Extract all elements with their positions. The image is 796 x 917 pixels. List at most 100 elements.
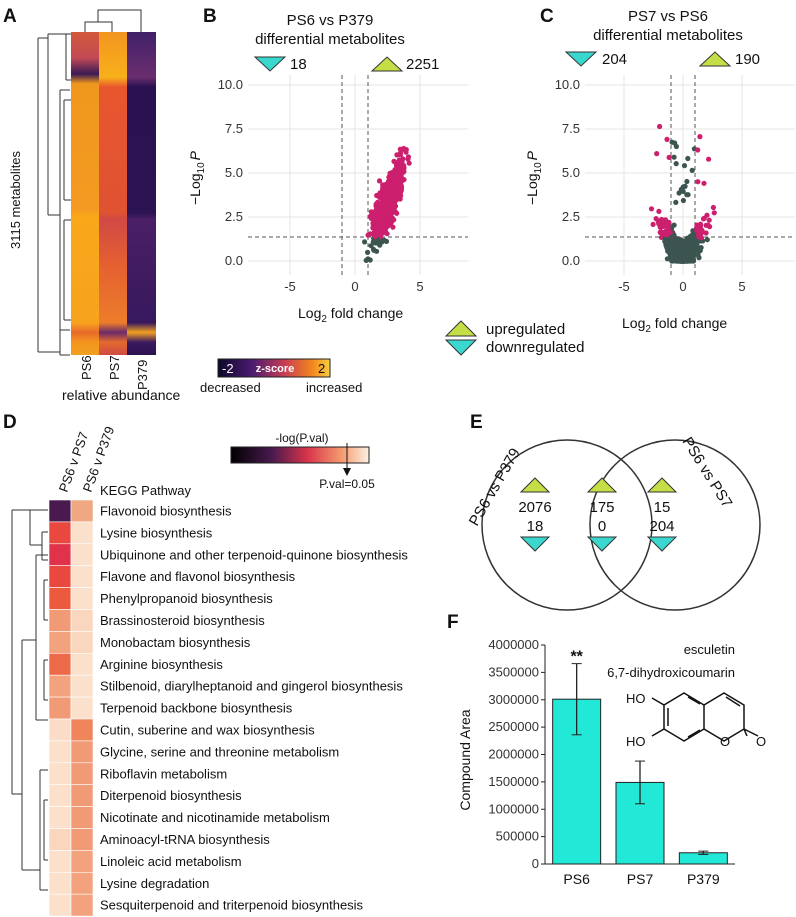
venn-right-down: 204 xyxy=(649,518,674,535)
significant-point xyxy=(706,217,712,223)
bar-ytick-label: 0 xyxy=(532,856,539,871)
ns-point xyxy=(381,237,387,243)
volcano-c-xtick: 0 xyxy=(679,279,686,294)
ns-point xyxy=(685,258,691,264)
heatmap-d-cell xyxy=(48,828,72,851)
volcano-c-ytick: 7.5 xyxy=(562,121,580,136)
significant-point xyxy=(386,173,393,180)
heatmap-d-cell xyxy=(48,696,72,720)
significant-point xyxy=(700,216,707,222)
molecule-carbonyl-o: O xyxy=(756,734,766,749)
significant-point xyxy=(392,167,398,173)
pathway-label: Arginine biosynthesis xyxy=(100,657,223,672)
bar-ytick-label: 4000000 xyxy=(488,637,539,652)
venn-right-up: 15 xyxy=(654,499,671,516)
heatmap-d-cell xyxy=(48,784,72,807)
volcano-b-y-ticks: 10.0 7.5 5.0 2.5 0.0 xyxy=(218,77,243,268)
significant-point xyxy=(383,209,389,215)
ns-point xyxy=(663,242,670,248)
zscore-max: 2 xyxy=(318,361,325,376)
significant-point xyxy=(381,186,387,193)
venn-left-down: 18 xyxy=(527,518,544,535)
significant-point xyxy=(653,216,659,222)
volcano-c-ytick: 10.0 xyxy=(555,77,580,92)
heatmap-d-cell xyxy=(48,762,72,785)
legend-up-triangle xyxy=(444,320,478,337)
heatmap-d-cell xyxy=(70,609,94,632)
panel-label-a: A xyxy=(3,6,17,27)
significant-point xyxy=(707,224,713,230)
ns-point xyxy=(689,249,696,255)
bar-y-label: Compound Area xyxy=(457,709,473,810)
heatmap-a-x-label: relative abundance xyxy=(62,387,181,403)
significant-point xyxy=(697,134,703,140)
heatmap-d-cell xyxy=(70,521,94,545)
bar-ytick-label: 500000 xyxy=(496,829,539,844)
pathway-label: Diterpenoid biosynthesis xyxy=(100,788,242,803)
significant-point xyxy=(664,136,670,142)
heatmap-d-cell xyxy=(48,521,72,545)
heatmap-a-column-ps7 xyxy=(99,32,127,355)
significant-point xyxy=(704,212,710,218)
ns-point xyxy=(377,242,383,248)
ns-point xyxy=(664,256,671,262)
significant-point xyxy=(397,152,404,158)
significant-point xyxy=(401,169,407,175)
significant-point xyxy=(698,231,704,237)
venn-left-up-triangle xyxy=(519,477,551,493)
heatmap-d-cell xyxy=(70,652,94,676)
volcano-b-ytick: 5.0 xyxy=(225,165,243,180)
significant-point xyxy=(376,214,382,220)
bar-subtitle: 6,7-dihydroxicoumarin xyxy=(607,665,735,680)
bar-ytick-label: 1500000 xyxy=(488,774,539,789)
pathway-label: Flavonoid biosynthesis xyxy=(100,504,232,519)
volcano-c-title-1: PS7 vs PS6 xyxy=(628,8,708,25)
ns-point xyxy=(684,178,690,185)
heatmap-d-cell xyxy=(48,718,72,742)
ns-point xyxy=(365,249,371,255)
pathway-label: Ubiquinone and other terpenoid-quinone b… xyxy=(100,547,408,562)
pathway-label: Lysine degradation xyxy=(100,876,209,891)
significant-point xyxy=(375,193,381,199)
heatmap-a-col-ps7: PS7 xyxy=(107,355,122,380)
panel-label-c: C xyxy=(540,6,554,27)
significant-point xyxy=(389,208,395,214)
volcano-c-ytick: 0.0 xyxy=(562,253,580,268)
molecule-ho-top: HO xyxy=(626,691,646,706)
significant-point xyxy=(378,222,384,229)
bar-ytick-label: 1000000 xyxy=(488,801,539,816)
ns-point xyxy=(694,245,700,251)
panel-label-f: F xyxy=(447,612,459,633)
significant-point xyxy=(365,232,371,238)
pathway-label: Aminoacyl-tRNA biosynthesis xyxy=(100,832,270,847)
significant-point xyxy=(666,154,672,160)
ns-point xyxy=(668,251,674,257)
venn-left-down-triangle xyxy=(519,536,551,552)
heatmap-d-dendrogram xyxy=(11,509,48,891)
zscore-low-label: decreased xyxy=(200,380,261,395)
ns-point xyxy=(681,163,688,169)
significant-point xyxy=(650,221,656,227)
ns-point xyxy=(368,243,374,249)
significant-point xyxy=(663,232,669,238)
pathway-label: Cutin, suberine and wax biosynthesis xyxy=(100,723,315,738)
bar-ytick-label: 2500000 xyxy=(488,719,539,734)
pathway-label: Monobactam biosynthesis xyxy=(100,635,251,650)
panel-d: D PS6 v PS7 PS6 v P379 KEGG Pathway -log… xyxy=(3,412,408,917)
significant-point xyxy=(648,206,655,212)
zscore-colorbar xyxy=(217,358,331,378)
significant-point xyxy=(398,193,404,199)
heatmap-d-cell xyxy=(48,499,72,523)
significant-point xyxy=(370,220,376,226)
significant-point xyxy=(657,123,663,130)
ns-point xyxy=(695,251,701,258)
volcano-b-ytick: 7.5 xyxy=(225,121,243,136)
volcano-c-down-count: 204 xyxy=(602,51,627,68)
venn-mid-up-triangle xyxy=(586,477,618,493)
panel-c: C PS7 vs PS6 differential metabolites 20… xyxy=(524,6,795,335)
ns-point xyxy=(673,199,679,205)
ns-point xyxy=(681,258,687,264)
ns-point xyxy=(691,236,697,242)
significant-point xyxy=(695,179,701,185)
regulation-legend: upregulated downregulated xyxy=(444,320,584,356)
